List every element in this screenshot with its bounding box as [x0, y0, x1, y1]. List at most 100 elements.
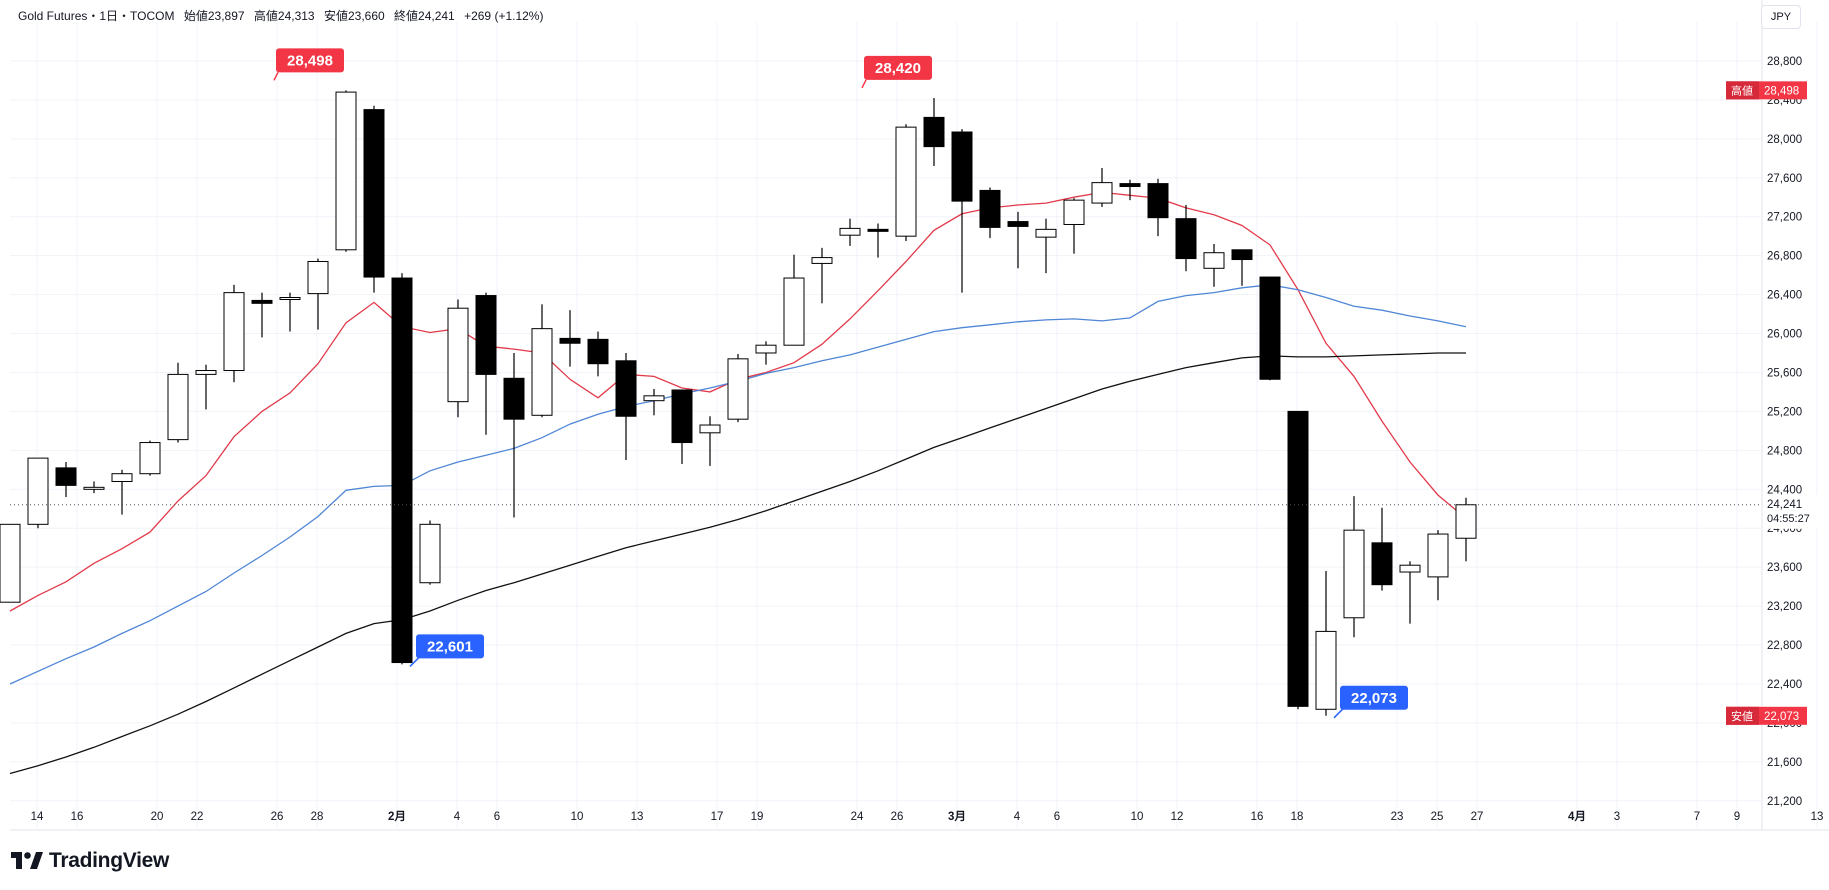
- candle-body: [195, 370, 217, 375]
- price-tick-label: 28,800: [1767, 56, 1802, 68]
- price-badge-value: 22,073: [1764, 711, 1799, 723]
- time-tick-label: 9: [1734, 811, 1740, 823]
- candle-body: [587, 338, 609, 365]
- price-badge-value: 28,498: [1764, 85, 1799, 97]
- candle: [335, 90, 357, 252]
- time-tick-label: 20: [151, 811, 164, 823]
- candle: [475, 292, 497, 435]
- ma-line-ma_long: [9, 352, 1466, 775]
- candle-body: [1259, 276, 1281, 380]
- candle-body: [1231, 249, 1253, 261]
- candle-body: [167, 373, 189, 441]
- candle-body: [1371, 542, 1393, 586]
- candle: [363, 105, 385, 293]
- annotation-high: 28,420: [861, 55, 932, 89]
- candle-body: [1175, 218, 1197, 260]
- tradingview-logo[interactable]: TradingView: [11, 849, 169, 873]
- price-badge-tag: 安値: [1731, 709, 1753, 723]
- open-label: 始値: [183, 9, 208, 23]
- candle: [699, 416, 721, 466]
- candle-body: [615, 360, 637, 417]
- candle-body: [27, 457, 49, 525]
- close-value: 24,241: [418, 9, 455, 23]
- bar-countdown: 04:55:27: [1767, 513, 1810, 525]
- candle-body: [951, 131, 973, 202]
- currency-button[interactable]: JPY: [1761, 5, 1801, 29]
- annotation-value: 28,420: [875, 60, 921, 77]
- candle-body: [111, 473, 133, 482]
- candle-body: [83, 486, 105, 490]
- time-tick-label: 26: [271, 811, 284, 823]
- candle-body: [503, 377, 525, 420]
- price-tick-label: 25,600: [1767, 367, 1802, 379]
- time-tick-label: 13: [631, 811, 644, 823]
- time-tick-label: 23: [1391, 811, 1404, 823]
- time-tick-label: 25: [1431, 811, 1444, 823]
- last-price-bg: [1763, 494, 1823, 529]
- candle: [727, 353, 749, 423]
- price-badge-tag-bg: [1726, 81, 1759, 100]
- annotation-value: 22,601: [427, 638, 473, 655]
- candle-body: [1119, 183, 1141, 188]
- time-tick-label: 16: [71, 811, 84, 823]
- time-tick-label: 6: [1054, 811, 1060, 823]
- candle: [251, 292, 273, 338]
- annotations: 28,498 28,420 22,601 22,073: [10, 48, 1762, 719]
- candle: [447, 299, 469, 418]
- candle-body: [139, 442, 161, 475]
- time-tick-label: 17: [711, 811, 724, 823]
- annotation-box: [276, 48, 344, 73]
- price-scale-high: 高値 28,498: [1726, 81, 1807, 100]
- candle: [1287, 410, 1309, 710]
- candle: [895, 124, 917, 242]
- candle: [1371, 507, 1393, 591]
- time-tick-label: 7: [1694, 811, 1700, 823]
- time-tick-label: 27: [1471, 811, 1484, 823]
- candle: [55, 462, 77, 498]
- candle-body: [1343, 529, 1365, 619]
- candle: [587, 331, 609, 377]
- moving-averages: [9, 191, 1467, 775]
- annotation-low: 22,073: [1333, 685, 1408, 719]
- candle-body: [839, 227, 861, 236]
- candle: [111, 469, 133, 515]
- symbol-name[interactable]: Gold Futures・1日・TOCOM: [18, 9, 175, 23]
- candle-body: [979, 189, 1001, 228]
- candle: [0, 523, 21, 603]
- candle: [867, 223, 889, 258]
- candle-body: [447, 307, 469, 403]
- time-tick-label: 4: [454, 811, 461, 823]
- price-axis[interactable]: 28,80028,40028,00027,60027,20026,80026,4…: [1726, 56, 1823, 808]
- candle: [671, 389, 693, 464]
- candle-body: [783, 277, 805, 346]
- candle: [503, 352, 525, 518]
- price-tick-label: 25,200: [1767, 406, 1802, 418]
- candle-body: [923, 116, 945, 148]
- candle: [27, 457, 49, 529]
- candle-body: [223, 292, 245, 372]
- price-tick-label: 27,200: [1767, 212, 1802, 224]
- time-axis[interactable]: 14 16 20 22 26 28 2月 4 6 10 13 17 19 24 26 3月 4 6 10 12 16 18…: [31, 810, 1824, 823]
- price-badge-tag-bg: [1726, 706, 1759, 725]
- last-price-value: 24,241: [1767, 499, 1802, 511]
- annotation-high: 28,498: [273, 48, 344, 81]
- candle: [307, 258, 329, 330]
- candle: [1203, 243, 1225, 287]
- candle: [531, 304, 553, 418]
- candle-body: [1427, 533, 1449, 578]
- candle-body: [895, 126, 917, 237]
- price-badge-tag: 高値: [1731, 83, 1753, 97]
- candle-body: [1287, 410, 1309, 707]
- time-tick-label: 26: [891, 811, 904, 823]
- candle: [1063, 198, 1085, 254]
- candle-body: [867, 228, 889, 232]
- candle: [223, 284, 245, 383]
- candle-body: [727, 358, 749, 420]
- annotation-box: [1340, 685, 1408, 710]
- time-tick-label: 22: [191, 811, 204, 823]
- price-tick-label: 24,400: [1767, 484, 1802, 496]
- close-label: 終値: [394, 9, 419, 23]
- candle-body: [279, 296, 301, 300]
